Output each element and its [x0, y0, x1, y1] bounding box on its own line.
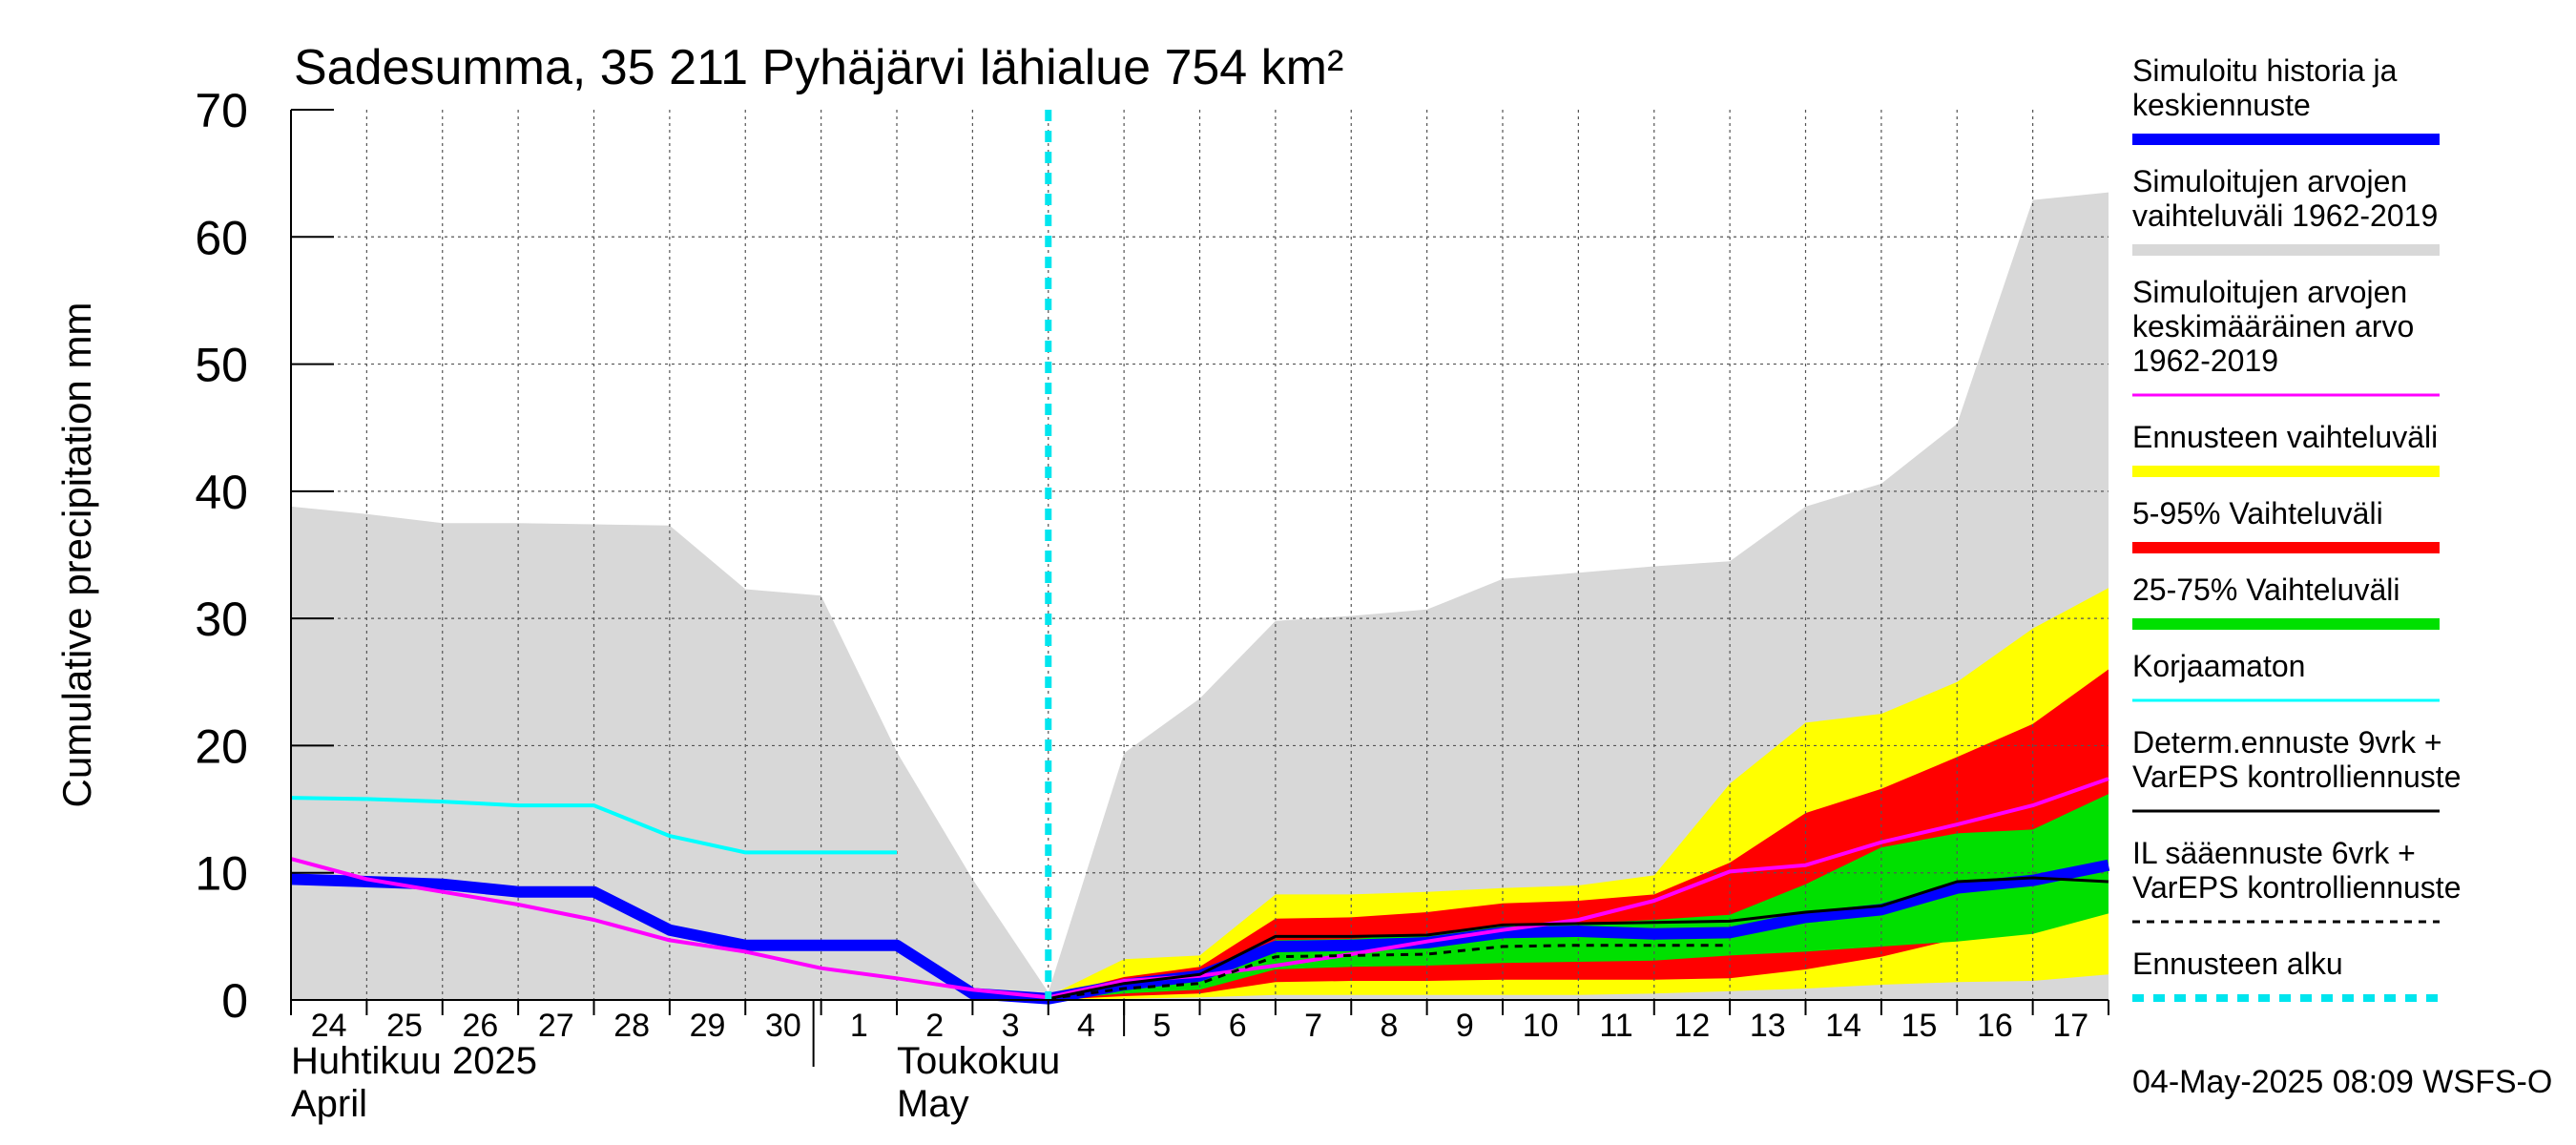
x-tick-label: 16 [1977, 1008, 2013, 1044]
x-tick-label: 30 [765, 1008, 801, 1044]
y-tick-label: 40 [195, 466, 248, 519]
legend-label-7: Determ.ennuste 9vrk + [2132, 725, 2442, 760]
y-tick-label: 0 [221, 974, 248, 1028]
legend-label-7: VarEPS kontrolliennuste [2132, 760, 2461, 794]
y-tick-label: 60 [195, 211, 248, 264]
month-label-fi: Toukokuu [897, 1040, 1060, 1082]
x-tick-label: 5 [1153, 1008, 1171, 1044]
x-tick-label: 26 [463, 1008, 499, 1044]
x-tick-label: 8 [1380, 1008, 1398, 1044]
x-tick-label: 25 [386, 1008, 423, 1044]
x-tick-label: 29 [690, 1008, 726, 1044]
legend-label-6: Korjaamaton [2132, 649, 2305, 683]
timestamp: 04-May-2025 08:09 WSFS-O [2132, 1064, 2552, 1100]
x-tick-label: 12 [1674, 1008, 1711, 1044]
x-tick-label: 14 [1825, 1008, 1861, 1044]
y-tick-label: 20 [195, 719, 248, 773]
x-tick-label: 10 [1523, 1008, 1559, 1044]
legend-label-3: Ennusteen vaihteluväli [2132, 420, 2438, 454]
grid [291, 110, 2109, 1000]
chart-title: Sadesumma, 35 211 Pyhäjärvi lähialue 754… [294, 40, 1343, 95]
y-axis-label: Cumulative precipitation mm [54, 302, 99, 808]
y-tick-label: 70 [195, 84, 248, 137]
month-label-en: April [291, 1083, 367, 1125]
x-tick-label: 6 [1229, 1008, 1247, 1044]
x-tick-label: 24 [311, 1008, 347, 1044]
legend-label-4: 5-95% Vaihteluväli [2132, 496, 2383, 531]
legend-label-5: 25-75% Vaihteluväli [2132, 572, 2399, 607]
y-tick-label: 10 [195, 847, 248, 901]
x-tick-label: 13 [1750, 1008, 1786, 1044]
x-tick-label: 11 [1599, 1008, 1632, 1044]
x-tick-label: 27 [538, 1008, 574, 1044]
month-label-fi: Huhtikuu 2025 [291, 1040, 537, 1082]
series-line-3 [1048, 876, 2109, 1001]
x-tick-label: 7 [1304, 1008, 1322, 1044]
legend-label-0: Simuloitu historia ja [2132, 53, 2398, 88]
legend-label-8: VarEPS kontrolliennuste [2132, 870, 2461, 905]
series-line-4 [1048, 944, 1731, 1001]
x-tick-label: 2 [925, 1008, 944, 1044]
y-tick-label: 50 [195, 339, 248, 392]
month-label-en: May [897, 1083, 969, 1125]
legend-label-1: Simuloitujen arvojen [2132, 164, 2407, 198]
x-tick-label: 28 [613, 1008, 650, 1044]
x-tick-label: 9 [1456, 1008, 1474, 1044]
x-tick-label: 4 [1077, 1008, 1095, 1044]
x-tick-label: 15 [1901, 1008, 1938, 1044]
series-line-2 [290, 796, 897, 855]
legend-label-0: keskiennuste [2132, 88, 2311, 122]
legend-label-8: IL sääennuste 6vrk + [2132, 836, 2416, 870]
x-tick-label: 1 [850, 1008, 868, 1044]
x-tick-label: 17 [2052, 1008, 2088, 1044]
legend-label-9: Ennusteen alku [2132, 947, 2343, 981]
x-tick-label: 3 [1002, 1008, 1020, 1044]
legend-label-2: keskimääräinen arvo [2132, 309, 2414, 344]
legend-label-2: 1962-2019 [2132, 344, 2278, 378]
legend-label-1: vaihteluväli 1962-2019 [2132, 198, 2438, 233]
y-tick-label: 30 [195, 593, 248, 646]
legend-label-2: Simuloitujen arvojen [2132, 275, 2407, 309]
